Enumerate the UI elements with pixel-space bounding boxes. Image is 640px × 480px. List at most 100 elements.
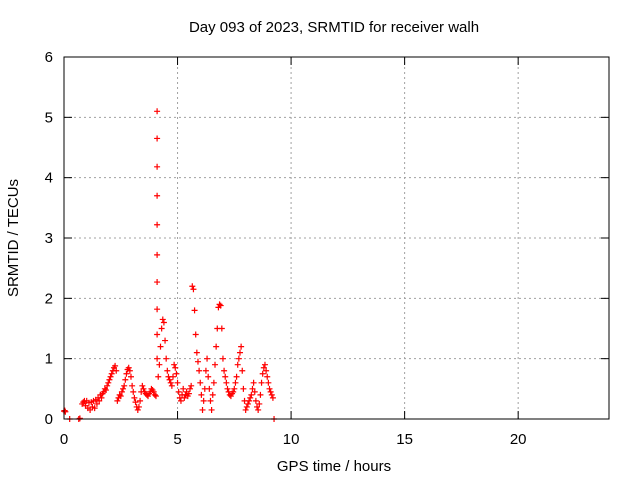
y-tick-label: 5	[45, 109, 53, 126]
data-point	[140, 385, 147, 392]
data-point	[233, 373, 240, 380]
data-point	[150, 388, 157, 395]
data-point	[105, 379, 112, 386]
data-point	[218, 325, 225, 332]
data-point	[244, 400, 251, 407]
data-point	[113, 367, 120, 374]
data-point	[87, 406, 94, 413]
data-point	[96, 397, 103, 404]
data-point	[127, 373, 134, 380]
data-point	[193, 349, 200, 356]
data-point	[134, 406, 141, 413]
data-point	[114, 397, 121, 404]
data-point	[129, 382, 136, 389]
data-point	[174, 379, 181, 386]
data-point	[156, 361, 163, 368]
x-tick-label: 0	[60, 431, 68, 448]
data-point	[106, 376, 113, 383]
data-point	[258, 379, 265, 386]
data-point	[80, 399, 87, 406]
data-point	[190, 286, 197, 293]
data-point	[93, 400, 100, 407]
data-point	[267, 388, 274, 395]
data-point	[208, 406, 215, 413]
data-point	[243, 403, 250, 410]
data-point	[213, 343, 220, 350]
data-point	[108, 370, 115, 377]
data-point	[216, 301, 223, 308]
data-point	[168, 382, 175, 389]
data-point	[148, 385, 155, 392]
data-point	[207, 397, 214, 404]
data-point	[263, 367, 270, 374]
data-point	[194, 358, 201, 365]
data-point	[107, 373, 114, 380]
data-point	[154, 251, 161, 258]
data-point	[122, 376, 129, 383]
data-point	[118, 388, 125, 395]
data-points	[61, 108, 278, 422]
axis-ticks: 0 5 10 15 20 0 1 2 3 4 5 6	[45, 49, 609, 448]
data-point	[98, 394, 105, 401]
data-point	[239, 367, 246, 374]
data-point	[175, 388, 182, 395]
data-point	[154, 163, 161, 170]
data-point	[266, 385, 273, 392]
data-point	[191, 307, 198, 314]
data-point	[255, 406, 262, 413]
y-tick-label: 1	[45, 351, 53, 368]
data-point	[158, 325, 165, 332]
y-axis-label: SRMTID / TECUs	[5, 179, 22, 297]
y-tick-label: 3	[45, 230, 53, 247]
data-point	[265, 379, 272, 386]
data-point	[172, 364, 179, 371]
data-point	[232, 379, 239, 386]
data-point	[248, 391, 255, 398]
data-point	[154, 221, 161, 228]
data-point	[260, 364, 267, 371]
data-point	[154, 355, 161, 362]
data-point	[196, 367, 203, 374]
data-point	[61, 407, 68, 414]
data-point	[135, 403, 142, 410]
data-point	[155, 373, 162, 380]
data-point	[251, 388, 258, 395]
data-point	[154, 135, 161, 142]
data-point	[76, 415, 83, 422]
data-point	[234, 361, 241, 368]
data-point	[221, 367, 228, 374]
data-point	[160, 319, 167, 326]
x-tick-label: 15	[396, 431, 413, 448]
data-point	[154, 192, 161, 199]
x-axis-label: GPS time / hours	[277, 458, 391, 475]
data-point	[163, 355, 170, 362]
data-point	[104, 382, 111, 389]
data-point	[187, 385, 194, 392]
data-point	[126, 367, 133, 374]
data-point	[166, 376, 173, 383]
data-point	[131, 394, 138, 401]
data-point	[223, 379, 230, 386]
data-point	[249, 385, 256, 392]
data-point	[202, 367, 209, 374]
data-point	[132, 399, 139, 406]
data-point	[235, 355, 242, 362]
data-point	[261, 361, 268, 368]
data-point	[210, 379, 217, 386]
data-point	[212, 361, 219, 368]
data-point	[224, 385, 231, 392]
data-point	[154, 331, 161, 338]
data-point	[259, 370, 266, 377]
data-point	[103, 387, 110, 394]
data-point	[199, 406, 206, 413]
data-point	[177, 397, 184, 404]
data-point	[91, 405, 98, 412]
data-point	[137, 397, 144, 404]
data-point	[164, 367, 171, 374]
data-point	[252, 397, 259, 404]
data-point	[62, 408, 69, 415]
data-point	[121, 382, 128, 389]
x-tick-label: 10	[283, 431, 300, 448]
